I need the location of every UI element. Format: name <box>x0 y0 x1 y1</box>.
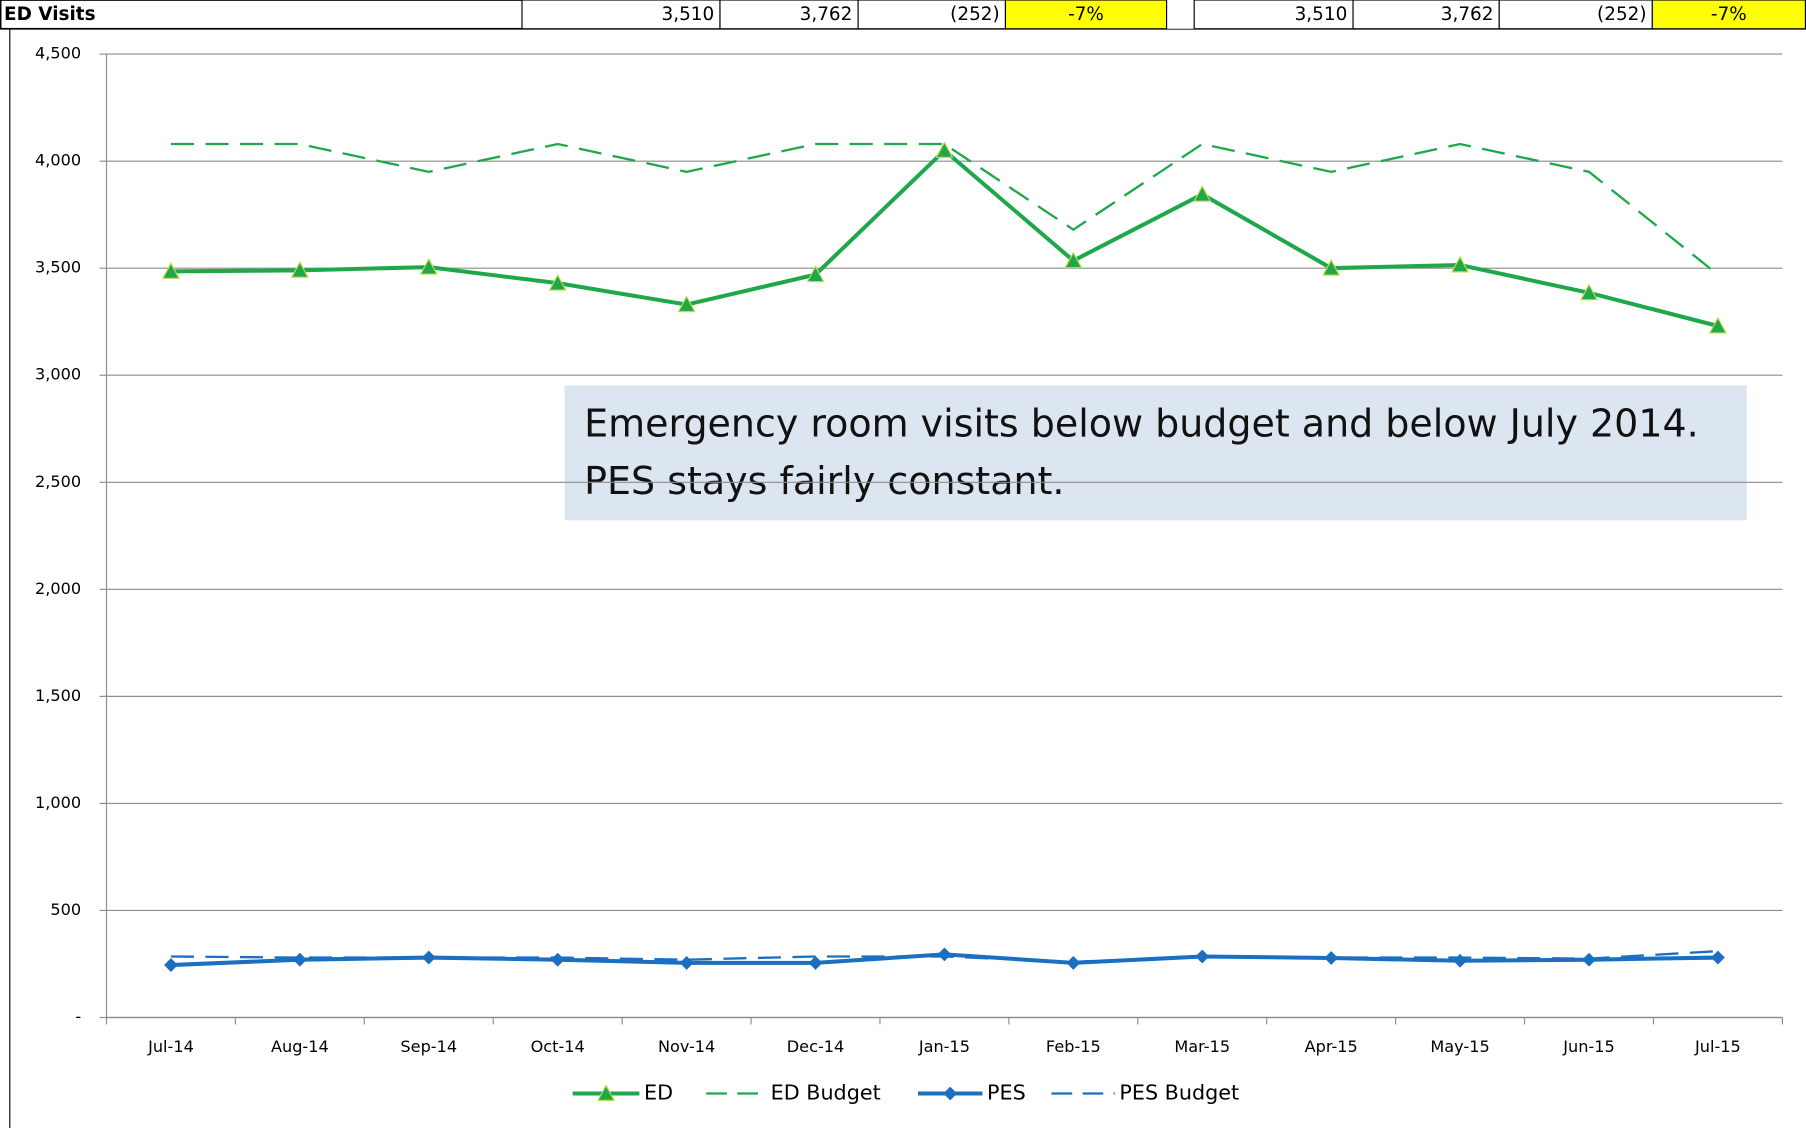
legend-label: PES <box>987 1080 1026 1104</box>
x-tick-label: May-15 <box>1430 1037 1489 1056</box>
series-line <box>170 949 1718 963</box>
x-tick-label: Dec-14 <box>787 1037 844 1056</box>
y-tick-label: - <box>75 1007 81 1026</box>
marker <box>1195 949 1210 964</box>
y-tick-label: 500 <box>50 900 81 919</box>
x-tick-label: Jan-15 <box>918 1037 970 1056</box>
x-tick-label: Oct-14 <box>531 1037 585 1056</box>
y-tick-label: 2,000 <box>35 579 81 598</box>
x-tick-label: Sep-14 <box>400 1037 457 1056</box>
legend-label: PES Budget <box>1119 1080 1239 1104</box>
x-tick-label: Feb-15 <box>1046 1037 1101 1056</box>
y-tick-label: 3,000 <box>35 365 81 384</box>
legend-label: ED <box>644 1080 673 1104</box>
cell-value: (252) <box>1597 4 1647 25</box>
legend-label: ED Budget <box>771 1080 881 1104</box>
cell-value: 3,510 <box>662 4 715 25</box>
marker <box>597 1084 616 1101</box>
marker <box>292 952 307 967</box>
cell-value: -7% <box>1711 4 1747 25</box>
row-label: ED Visits <box>4 4 96 25</box>
marker <box>1711 950 1725 965</box>
marker <box>1708 316 1727 334</box>
x-tick-label: Jun-15 <box>1562 1037 1614 1056</box>
y-tick-label: 3,500 <box>35 258 81 277</box>
x-tick-label: Jul-15 <box>1694 1037 1741 1056</box>
marker <box>161 262 180 279</box>
cell <box>1352 0 1500 30</box>
marker <box>164 958 178 972</box>
cell <box>521 0 721 30</box>
marker <box>1322 258 1341 276</box>
y-tick-label: 4,000 <box>35 151 81 170</box>
marker <box>548 273 567 291</box>
cell <box>857 0 1007 30</box>
marker <box>808 956 823 970</box>
cell-value: 3,510 <box>1295 4 1348 25</box>
marker <box>1579 283 1599 301</box>
gap <box>1166 0 1195 29</box>
annotation: Emergency room visits below budget and b… <box>584 401 1699 445</box>
cell-value: 3,762 <box>800 4 853 25</box>
marker <box>806 265 825 283</box>
marker <box>290 261 309 278</box>
annotation-box <box>564 385 1747 521</box>
cell-value: (252) <box>950 4 1000 25</box>
marker <box>943 1086 958 1101</box>
x-tick-label: Apr-15 <box>1305 1037 1358 1056</box>
y-tick-label: 1,500 <box>35 686 81 705</box>
cell-value: 3,762 <box>1441 4 1494 25</box>
y-tick-label: 2,500 <box>35 472 81 491</box>
marker <box>1064 251 1083 269</box>
cell-value: -7% <box>1068 4 1104 25</box>
y-tick-label: 1,000 <box>35 793 81 812</box>
cell <box>1004 0 1168 30</box>
marker <box>1451 255 1470 273</box>
marker <box>550 952 565 967</box>
marker <box>419 257 438 275</box>
marker <box>935 141 954 158</box>
cell <box>1498 0 1653 30</box>
cell <box>719 0 859 30</box>
cell <box>1651 0 1806 30</box>
annotation: PES stays fairly constant. <box>584 459 1064 503</box>
y-tick-label: 4,500 <box>35 44 81 63</box>
x-tick-label: Mar-15 <box>1174 1037 1230 1056</box>
marker <box>937 947 952 962</box>
x-tick-label: Aug-14 <box>271 1037 329 1056</box>
x-tick-label: Nov-14 <box>658 1037 715 1056</box>
series-line <box>170 142 1719 276</box>
marker <box>677 295 696 313</box>
x-tick-label: Jul-14 <box>147 1037 194 1056</box>
marker <box>1193 185 1212 202</box>
